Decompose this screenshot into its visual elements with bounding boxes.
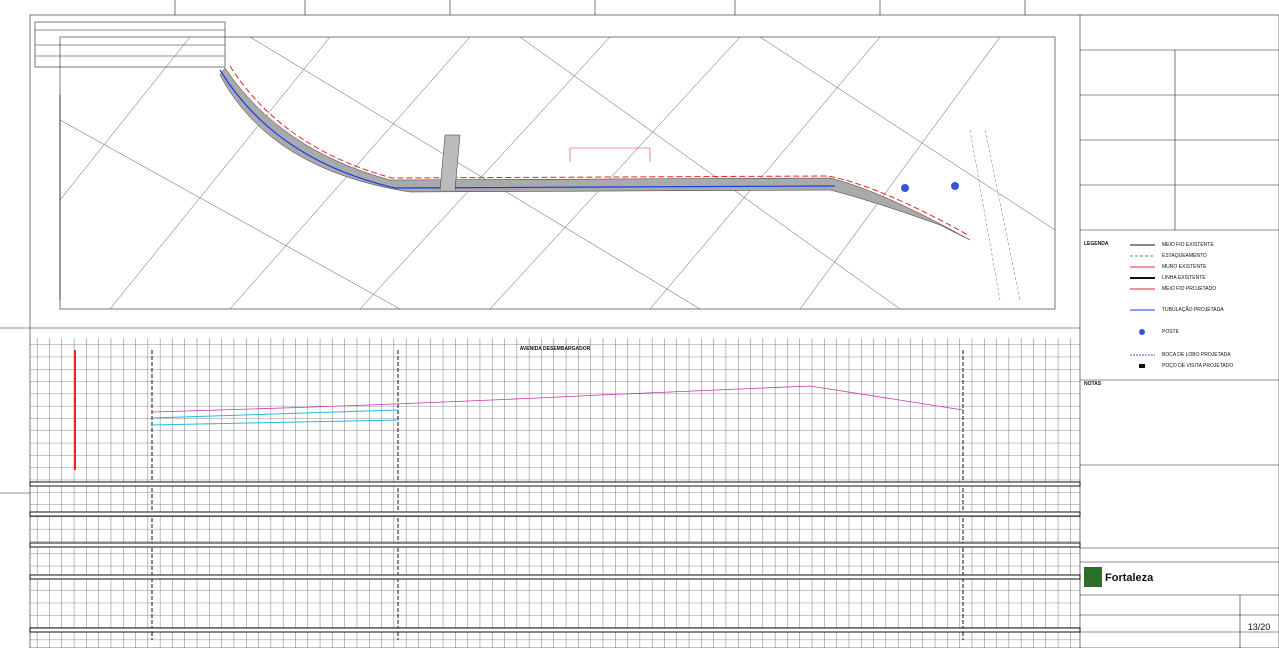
legend-label: POÇO DE VISITA PROJETADO xyxy=(1162,363,1233,369)
legend-label: MEIO FIO PROJETADO xyxy=(1162,286,1216,292)
profile-title: AVENIDA DESEMBARGADOR xyxy=(520,346,591,352)
legend-label: MEIO FIO EXISTENTE xyxy=(1162,242,1214,248)
legend-label: LINHA EXISTENTE xyxy=(1162,275,1206,281)
title-block xyxy=(1080,49,1279,648)
plan-view xyxy=(34,21,1056,310)
legend-label: MURO EXISTENTE xyxy=(1162,264,1207,270)
logo-text: Fortaleza xyxy=(1105,572,1154,584)
logo-mark xyxy=(1084,567,1102,587)
profile-view: AVENIDA DESEMBARGADOR xyxy=(29,338,1081,648)
legend-title: LEGENDA xyxy=(1084,241,1109,247)
notes-title: NOTAS xyxy=(1084,381,1102,387)
legend-label: BOCA DE LOBO PROJETADA xyxy=(1162,352,1231,358)
sheet-number: 13/20 xyxy=(1248,622,1271,632)
legend-label: POSTE xyxy=(1162,329,1180,335)
legend-label: ESTAQUEAMENTO xyxy=(1162,253,1207,259)
legend-label: TUBULAÇÃO PROJETADA xyxy=(1162,306,1224,313)
legend: MEIO FIO EXISTENTE ESTAQUEAMENTO MURO EX… xyxy=(1130,242,1233,369)
